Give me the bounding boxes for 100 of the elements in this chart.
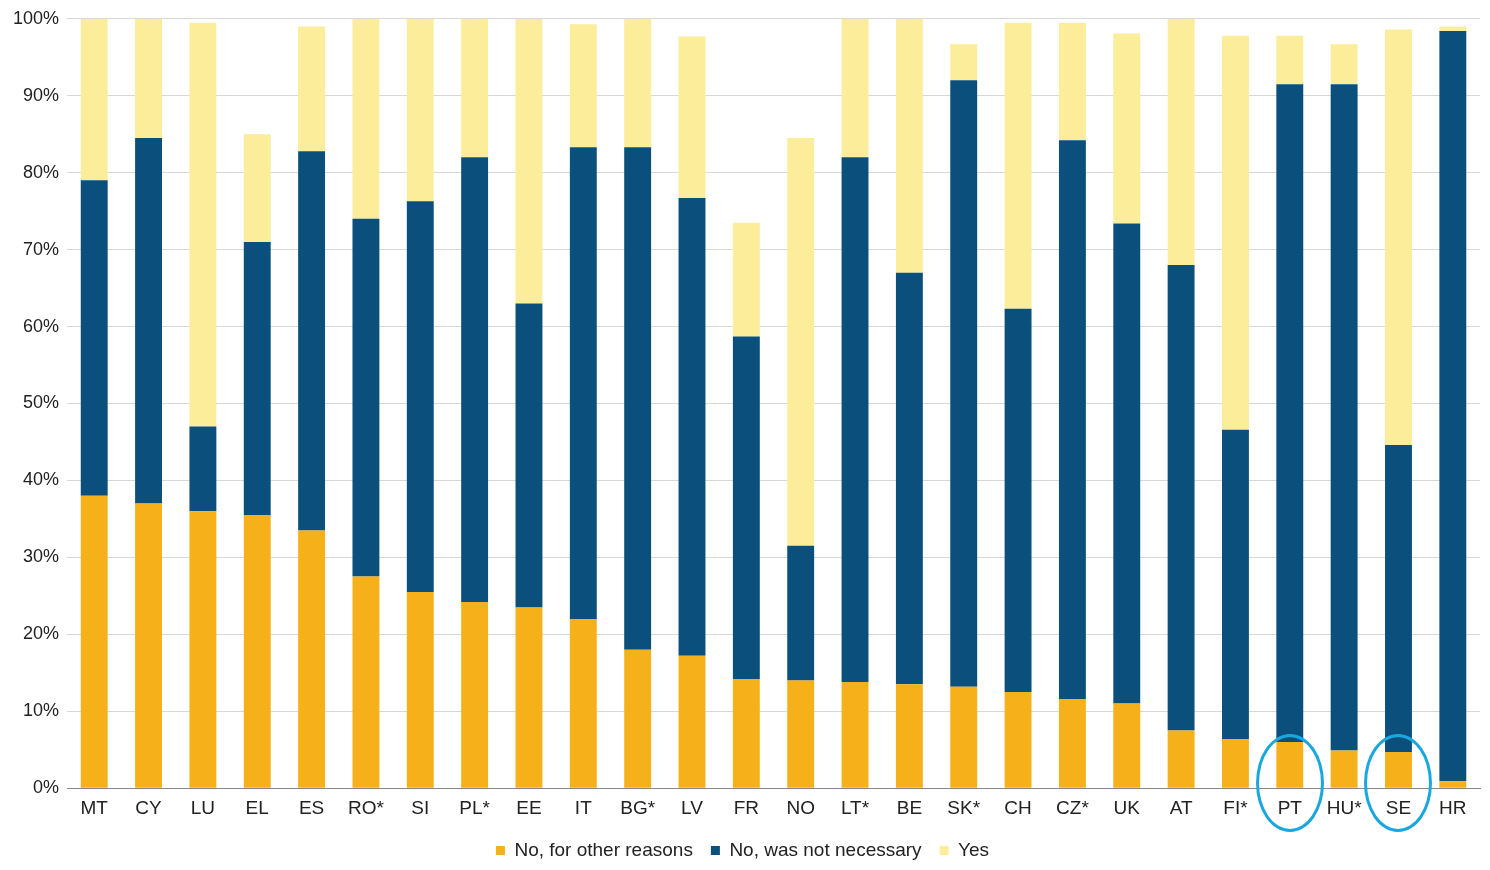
bar xyxy=(569,618,597,788)
bar xyxy=(1167,730,1195,788)
x-tick-label: SK* xyxy=(947,796,981,818)
bar xyxy=(298,26,326,152)
x-tick-label: NO xyxy=(786,796,815,818)
bar xyxy=(1004,308,1032,693)
bar xyxy=(352,576,380,788)
bar xyxy=(678,36,706,199)
bar xyxy=(1222,429,1249,739)
bar xyxy=(895,684,923,788)
bar xyxy=(787,545,815,681)
bar xyxy=(1439,26,1467,32)
bar xyxy=(80,495,108,788)
bar xyxy=(1113,703,1141,788)
bar xyxy=(895,272,923,685)
y-tick-label: 50% xyxy=(23,392,60,413)
y-tick-label: 10% xyxy=(23,700,60,721)
x-tick-label: PL* xyxy=(459,796,491,818)
x-tick-label: CH xyxy=(1004,796,1032,818)
bar xyxy=(1222,35,1249,430)
bar xyxy=(243,134,271,242)
x-tick-label: ES xyxy=(298,796,325,818)
bar xyxy=(732,336,760,679)
x-tick-label: EE xyxy=(516,796,542,818)
x-tick-label: SI xyxy=(411,796,430,818)
bar xyxy=(1385,445,1412,753)
x-tick-label: CY xyxy=(135,796,163,818)
y-tick-label: 80% xyxy=(23,161,60,182)
x-tick-label: UK xyxy=(1113,796,1141,818)
bar xyxy=(1439,31,1467,782)
x-tick-label: LT* xyxy=(840,796,870,818)
bar xyxy=(1276,84,1304,743)
bar xyxy=(406,18,434,202)
bar xyxy=(515,18,543,304)
bar xyxy=(1222,738,1249,788)
x-tick-label: SE xyxy=(1385,796,1412,818)
y-tick-label: 90% xyxy=(23,84,60,105)
y-tick-label: 20% xyxy=(23,623,60,644)
bar xyxy=(1276,35,1304,85)
x-tick-label: LV xyxy=(681,796,704,818)
bar xyxy=(80,18,108,181)
bar xyxy=(515,303,543,608)
bar xyxy=(624,147,652,650)
bar xyxy=(678,198,706,656)
bar xyxy=(135,503,163,788)
y-tick-label: 0% xyxy=(33,777,60,798)
bar xyxy=(950,686,978,788)
legend-label: Yes xyxy=(958,838,990,860)
x-tick-label: AT xyxy=(1169,796,1193,818)
bar xyxy=(189,22,217,427)
bar xyxy=(1385,29,1412,446)
bar xyxy=(1330,750,1358,788)
x-tick-label: CZ* xyxy=(1056,796,1090,818)
x-tick-label: MT xyxy=(80,796,109,818)
bar xyxy=(841,157,869,683)
bar xyxy=(1113,33,1141,224)
bar xyxy=(1058,140,1086,699)
bar xyxy=(80,180,108,496)
legend-label: No, was not necessary xyxy=(729,838,923,860)
x-tick-label: PT xyxy=(1277,796,1303,818)
bar xyxy=(352,18,380,219)
bar xyxy=(787,680,815,788)
y-tick-label: 70% xyxy=(23,238,60,259)
bar xyxy=(515,607,543,788)
bar xyxy=(406,201,434,592)
bar xyxy=(135,18,163,139)
x-tick-label: HR xyxy=(1439,796,1467,818)
x-tick-label: RO* xyxy=(347,796,385,818)
bar xyxy=(678,655,706,788)
bar xyxy=(1385,752,1412,788)
bar xyxy=(189,511,217,788)
bar xyxy=(895,18,923,273)
bar xyxy=(624,18,652,148)
y-tick-label: 100% xyxy=(12,7,60,28)
x-tick-label: FR xyxy=(733,796,760,818)
bar xyxy=(1330,44,1358,85)
bar xyxy=(841,682,869,788)
bar xyxy=(243,515,271,788)
x-tick-label: HU* xyxy=(1326,796,1363,818)
bar xyxy=(1004,692,1032,788)
bar xyxy=(406,592,434,788)
x-tick-label: LU xyxy=(190,796,216,818)
bar xyxy=(461,602,489,788)
bar xyxy=(569,147,597,619)
y-tick-label: 40% xyxy=(23,469,60,490)
bar xyxy=(1004,22,1032,309)
bar xyxy=(1058,698,1086,788)
bar xyxy=(461,18,489,158)
bar xyxy=(787,138,815,546)
bar xyxy=(732,222,760,337)
bar xyxy=(841,18,869,158)
x-tick-label: BE xyxy=(896,796,923,818)
bar xyxy=(298,151,326,531)
bar xyxy=(352,218,380,577)
x-tick-label: BG* xyxy=(620,796,656,818)
bar xyxy=(1058,22,1086,141)
bar xyxy=(298,530,326,788)
x-tick-label: EL xyxy=(245,796,269,818)
bar xyxy=(624,649,652,788)
bar xyxy=(461,157,489,603)
